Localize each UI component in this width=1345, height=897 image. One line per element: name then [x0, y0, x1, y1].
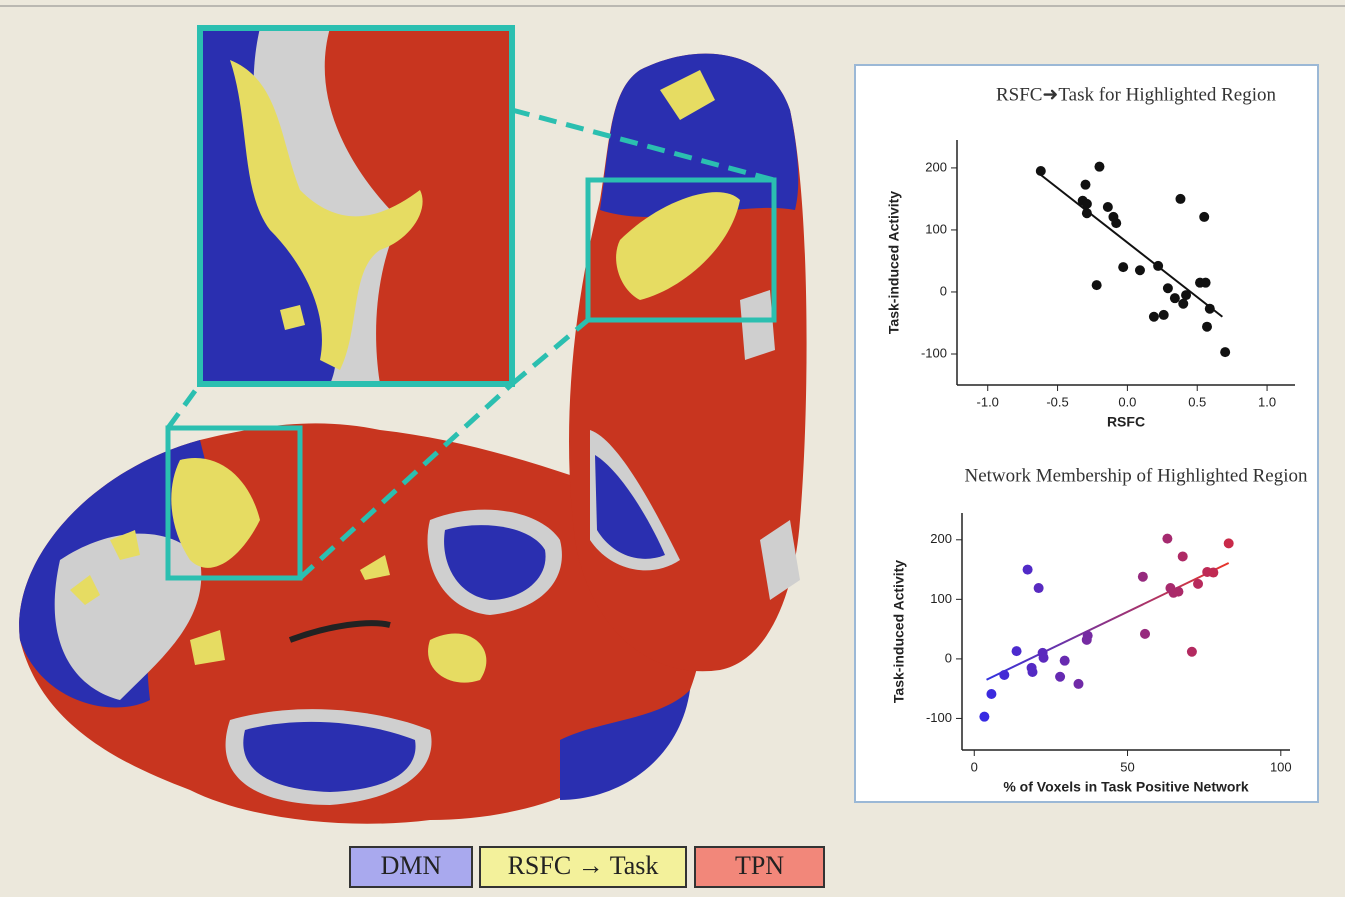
y-axis-label: Task-induced Activity — [886, 191, 902, 334]
chart-title: RSFC➜Task for Highlighted Region — [996, 84, 1277, 105]
legend-label: TPN — [735, 851, 784, 880]
point — [1135, 265, 1145, 275]
point — [1034, 583, 1044, 593]
x-axis-label: % of Voxels in Task Positive Network — [1003, 779, 1249, 795]
point — [1205, 304, 1215, 314]
x-tick-label: 0.0 — [1118, 394, 1136, 409]
x-tick-label: -0.5 — [1046, 394, 1068, 409]
point — [1073, 679, 1083, 689]
y-tick-label: 0 — [940, 283, 947, 298]
point — [1138, 572, 1148, 582]
point — [979, 712, 989, 722]
legend-label: RSFC → Task — [508, 851, 659, 880]
x-tick-label: 0.5 — [1188, 394, 1206, 409]
point — [1140, 629, 1150, 639]
legend: DMN RSFC → Task TPN — [350, 847, 824, 887]
point — [1082, 635, 1092, 645]
x-axis-label: RSFC — [1107, 414, 1145, 430]
point — [1080, 180, 1090, 190]
point — [1159, 310, 1169, 320]
point — [1201, 278, 1211, 288]
point — [1094, 162, 1104, 172]
y-tick-label: -100 — [921, 345, 947, 360]
point — [986, 689, 996, 699]
point — [1163, 283, 1173, 293]
zoom-inset — [200, 28, 512, 384]
point — [1092, 280, 1102, 290]
point — [1149, 312, 1159, 322]
point — [1039, 653, 1049, 663]
point — [1178, 299, 1188, 309]
point — [1187, 647, 1197, 657]
figure: RSFC➜Task for Highlighted Region 200 100 0 -… — [0, 0, 1345, 897]
plot-panel — [855, 65, 1318, 802]
point — [1193, 579, 1203, 589]
legend-label: DMN — [381, 851, 442, 880]
point — [1060, 656, 1070, 666]
point — [1028, 667, 1038, 677]
x-tick-label: -1.0 — [977, 394, 999, 409]
point — [1208, 568, 1218, 578]
point — [1224, 538, 1234, 548]
y-tick-label: 0 — [945, 650, 952, 665]
point — [1181, 290, 1191, 300]
chart-title: Network Membership of Highlighted Region — [964, 465, 1308, 486]
y-tick-label: 200 — [925, 159, 947, 174]
y-tick-label: -100 — [926, 710, 952, 725]
point — [1103, 202, 1113, 212]
x-tick-label: 100 — [1270, 759, 1292, 774]
point — [1023, 565, 1033, 575]
point — [1036, 166, 1046, 176]
point — [1175, 194, 1185, 204]
point — [1173, 587, 1183, 597]
point — [1170, 293, 1180, 303]
point — [999, 670, 1009, 680]
x-tick-label: 0 — [971, 759, 978, 774]
y-tick-label: 100 — [930, 591, 952, 606]
point — [1178, 551, 1188, 561]
y-tick-label: 200 — [930, 531, 952, 546]
point — [1220, 347, 1230, 357]
point — [1111, 218, 1121, 228]
point — [1202, 322, 1212, 332]
point — [1082, 208, 1092, 218]
point — [1162, 534, 1172, 544]
point — [1082, 199, 1092, 209]
point — [1055, 672, 1065, 682]
point — [1118, 262, 1128, 272]
point — [1153, 261, 1163, 271]
x-tick-label: 50 — [1120, 759, 1134, 774]
y-tick-label: 100 — [925, 221, 947, 236]
point — [1012, 646, 1022, 656]
y-axis-label: Task-induced Activity — [891, 560, 907, 703]
x-tick-label: 1.0 — [1258, 394, 1276, 409]
point — [1199, 212, 1209, 222]
